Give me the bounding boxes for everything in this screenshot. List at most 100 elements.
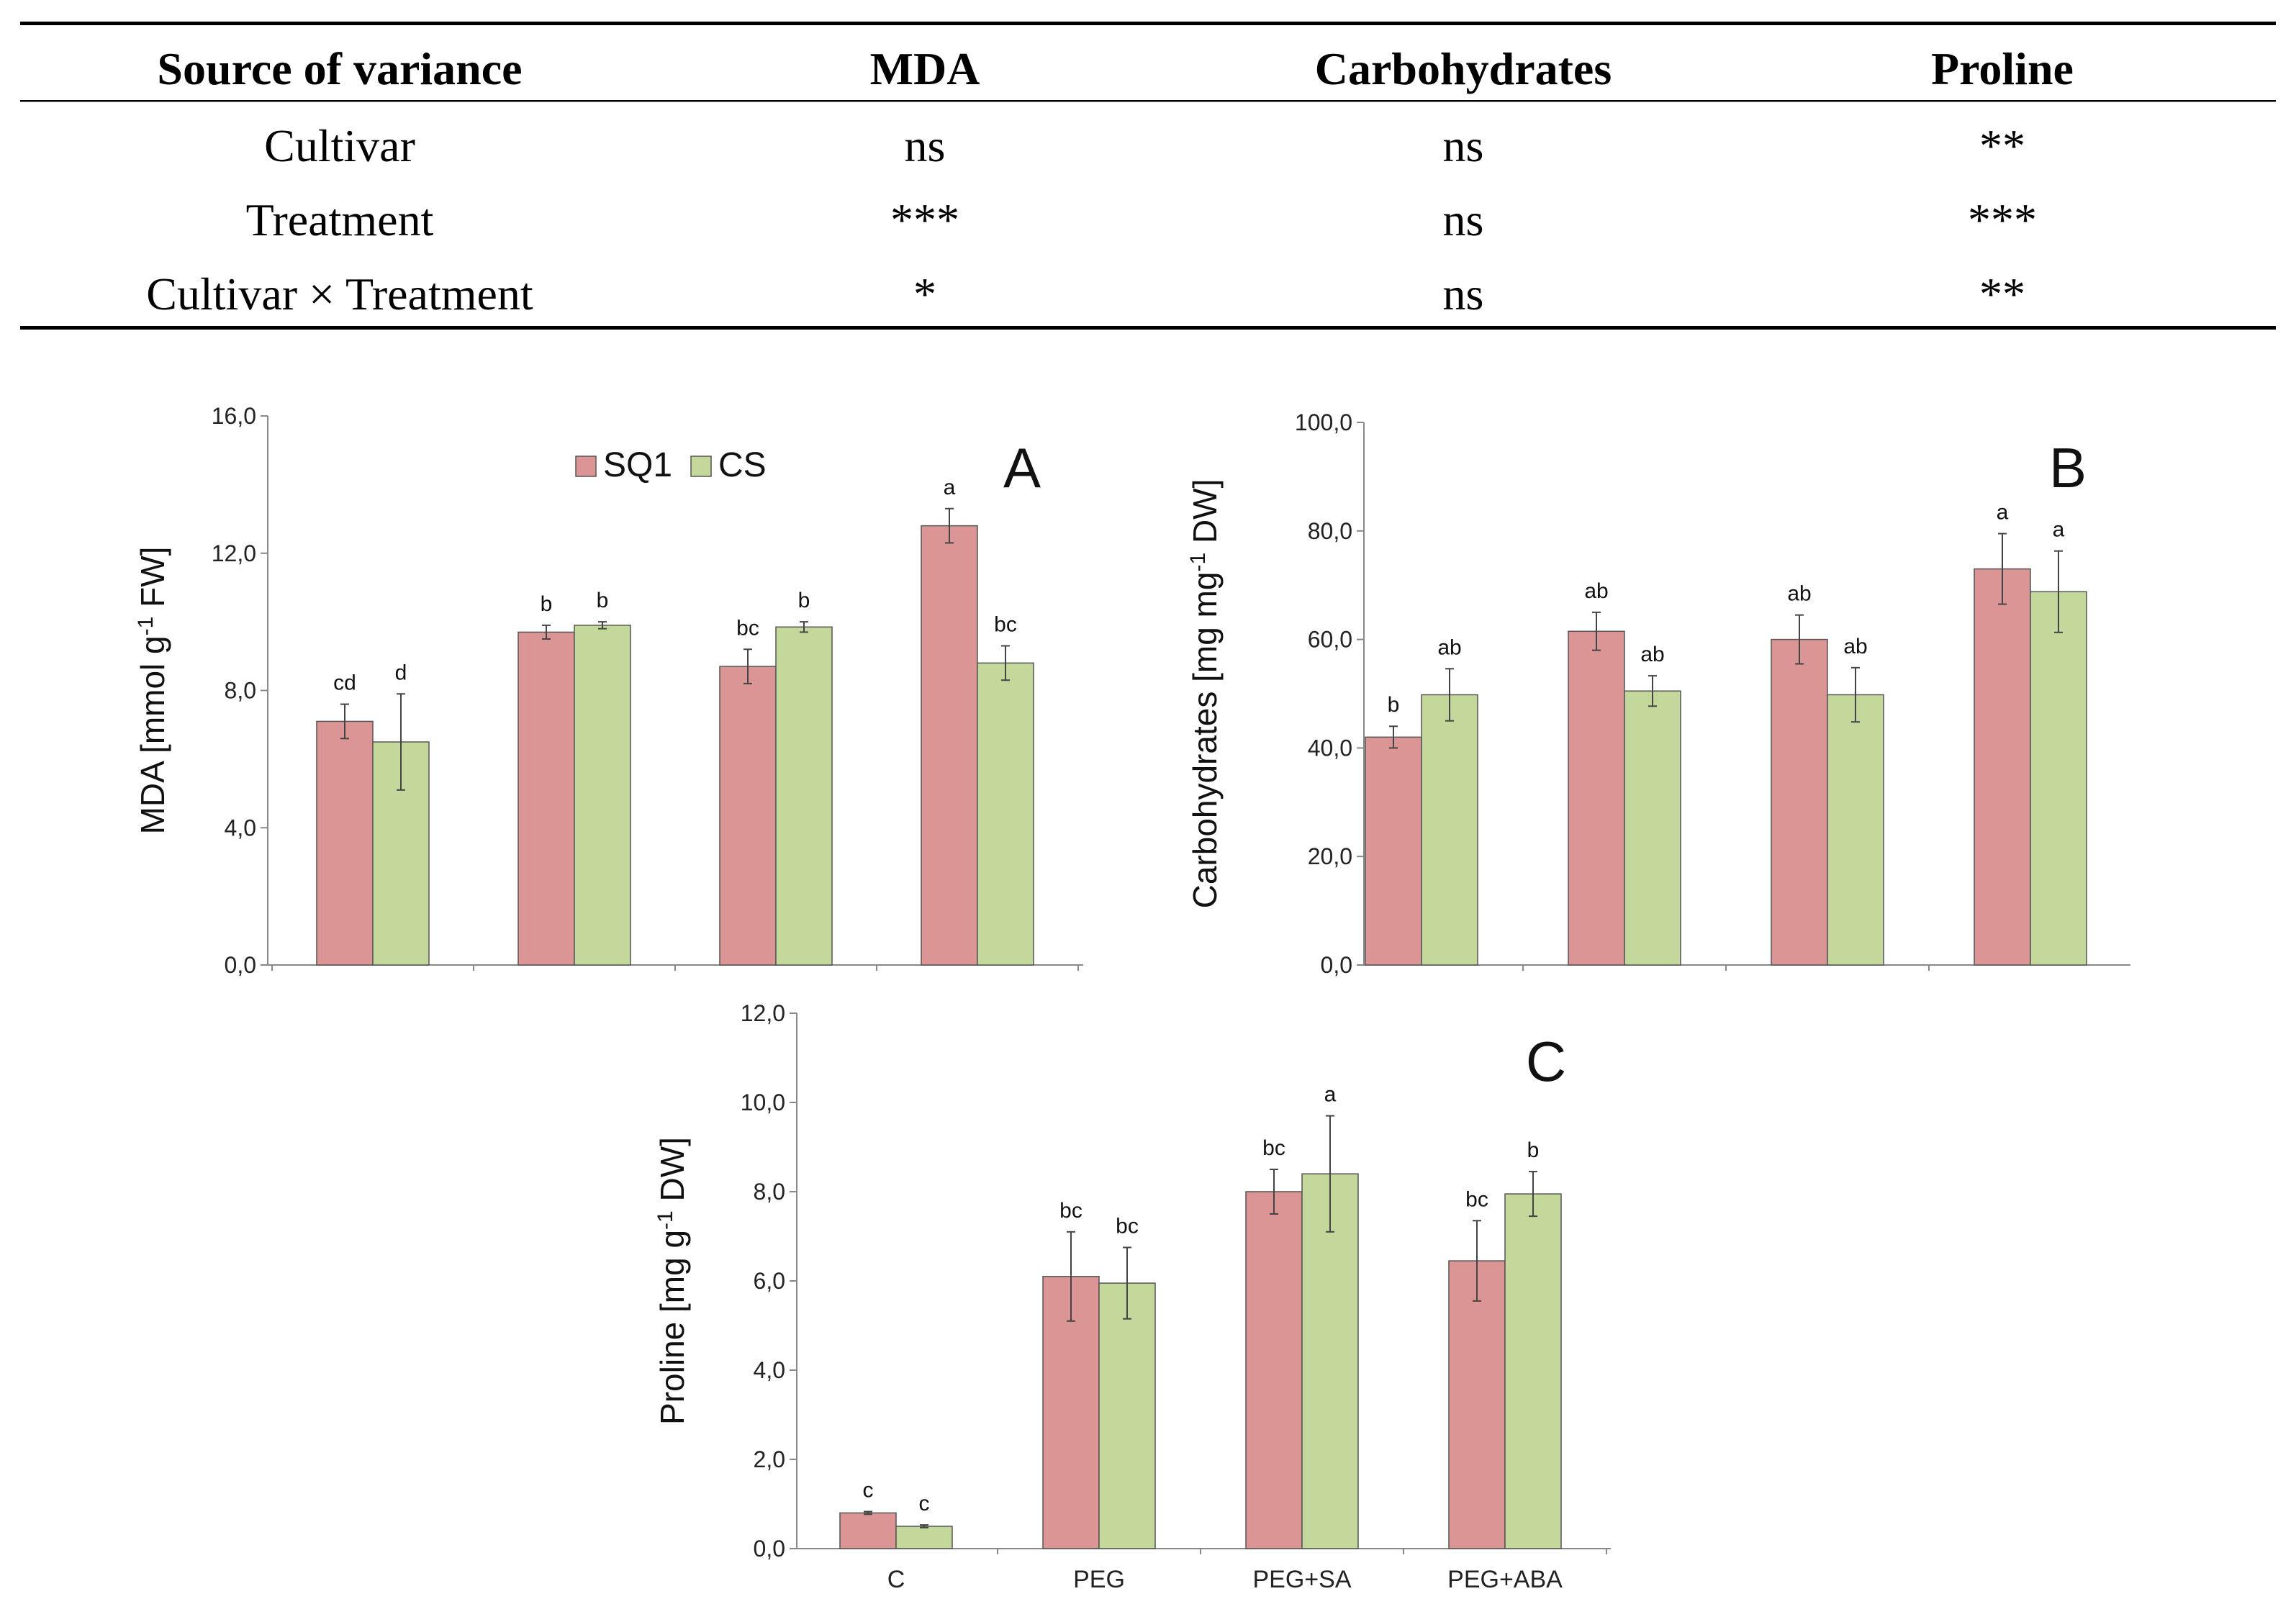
significance-letter: ab bbox=[1437, 635, 1461, 659]
y-tick-label: 4,0 bbox=[225, 815, 256, 841]
x-category-label: PEG+ABA bbox=[1447, 1566, 1563, 1593]
y-axis-title-unit: FW] bbox=[134, 547, 171, 617]
bar-sq1-c bbox=[839, 1512, 897, 1549]
bar-sq1-peg bbox=[517, 631, 575, 966]
significance-letter: a bbox=[944, 476, 956, 499]
y-tick-label: 100,0 bbox=[1295, 409, 1352, 435]
legend-swatch-sq1 bbox=[575, 456, 597, 477]
bar-sq1-c bbox=[1365, 736, 1422, 966]
bar-sq1-c bbox=[316, 720, 374, 966]
col-header-proline: Proline bbox=[1931, 43, 2074, 94]
row-source-treatment: Treatment bbox=[246, 194, 434, 245]
significance-letter: a bbox=[2053, 518, 2065, 542]
y-tick-label: 8,0 bbox=[225, 678, 256, 704]
panel-letter: A bbox=[1003, 436, 1041, 499]
bar-cs-c bbox=[895, 1526, 953, 1549]
y-tick-label: 12,0 bbox=[741, 1000, 785, 1026]
bar-cs-c bbox=[1421, 694, 1478, 966]
significance-letter: b bbox=[1527, 1138, 1540, 1162]
significance-letter: bc bbox=[1262, 1136, 1285, 1160]
significance-letter: b bbox=[798, 589, 810, 612]
significance-letter: cd bbox=[333, 671, 356, 695]
cell-treatment-mda: *** bbox=[890, 194, 959, 245]
anova-table-svg: Source of variance MDA Carbohydrates Pro… bbox=[20, 22, 2276, 330]
bar-cs-peg-aba bbox=[1504, 1193, 1562, 1549]
y-tick-label: 80,0 bbox=[1308, 518, 1352, 544]
y-tick-label: 40,0 bbox=[1308, 735, 1352, 761]
y-axis-title-main: Proline [mg g bbox=[654, 1230, 691, 1425]
cell-interaction-mda: * bbox=[913, 268, 936, 320]
legend-label-sq1: SQ1 bbox=[603, 446, 672, 484]
y-axis-title-unit: DW] bbox=[654, 1137, 691, 1210]
cell-cultivar-mda: ns bbox=[905, 120, 946, 171]
bar-sq1-peg-sa bbox=[1245, 1191, 1303, 1549]
y-tick-label: 6,0 bbox=[754, 1268, 785, 1294]
panel-letter: C bbox=[1526, 1030, 1566, 1093]
y-axis-title: Proline [mg g-1 DW] bbox=[654, 1137, 691, 1425]
y-axis-title-main: MDA [mmol g bbox=[134, 635, 171, 834]
significance-letter: ab bbox=[1640, 643, 1664, 666]
row-source-cultivar: Cultivar bbox=[264, 120, 415, 171]
significance-letter: bc bbox=[736, 616, 759, 640]
significance-letter: bc bbox=[1465, 1187, 1488, 1211]
significance-letter: b bbox=[541, 592, 553, 616]
significance-letter: bc bbox=[1116, 1215, 1139, 1238]
bar-cs-peg bbox=[1098, 1282, 1156, 1549]
bar-sq1-peg-sa bbox=[719, 666, 777, 966]
significance-letter: ab bbox=[1787, 582, 1811, 606]
y-axis-title: MDA [mmol g-1 FW] bbox=[134, 547, 171, 835]
legend-label-cs: CS bbox=[718, 446, 767, 484]
y-tick-label: 20,0 bbox=[1308, 843, 1352, 869]
bar-sq1-peg-aba bbox=[921, 525, 978, 966]
x-category-label: PEG bbox=[1073, 1566, 1125, 1593]
x-category-label: C bbox=[887, 1566, 905, 1593]
y-axis-title-main: Carbohydrates [mg mg bbox=[1186, 572, 1224, 909]
panel-letter: B bbox=[2049, 436, 2087, 499]
significance-letter: ab bbox=[1843, 635, 1867, 658]
cell-interaction-proline: ** bbox=[1979, 268, 2025, 320]
significance-letter: bc bbox=[994, 613, 1017, 637]
bar-sq1-peg-aba bbox=[1448, 1260, 1506, 1549]
significance-letter: b bbox=[597, 589, 609, 612]
y-tick-label: 60,0 bbox=[1308, 627, 1352, 653]
y-tick-label: 4,0 bbox=[754, 1357, 785, 1383]
col-header-mda: MDA bbox=[870, 43, 980, 94]
y-tick-label: 2,0 bbox=[754, 1446, 785, 1472]
y-axis-title-superscript: -1 bbox=[1186, 553, 1210, 572]
legend-swatch-cs bbox=[690, 456, 712, 477]
significance-letter: a bbox=[1997, 501, 2009, 525]
cell-treatment-proline: *** bbox=[1968, 194, 2037, 245]
bar-cs-peg bbox=[574, 625, 631, 966]
y-tick-label: 0,0 bbox=[225, 952, 256, 978]
bar-cs-peg-sa bbox=[775, 626, 833, 966]
cell-treatment-carbohydrates: ns bbox=[1443, 194, 1484, 245]
y-tick-label: 0,0 bbox=[1321, 952, 1352, 978]
y-axis-title-superscript: -1 bbox=[134, 617, 158, 636]
table-top-rule bbox=[20, 22, 2276, 25]
y-tick-label: 12,0 bbox=[212, 540, 256, 566]
cell-cultivar-proline: ** bbox=[1979, 120, 2025, 171]
cell-cultivar-carbohydrates: ns bbox=[1443, 120, 1484, 171]
bar-cs-peg-aba bbox=[2030, 591, 2087, 966]
y-tick-label: 8,0 bbox=[754, 1179, 785, 1205]
table-bottom-rule bbox=[20, 326, 2276, 330]
y-tick-label: 16,0 bbox=[212, 403, 256, 429]
bar-sq1-peg-aba bbox=[1974, 568, 2031, 966]
chart-panel-a: 0,0 4,0 8,0 12,0 16,0 cd d b b bc b a bc MDA [mmol g-… bbox=[134, 403, 1083, 978]
significance-letter: b bbox=[1388, 693, 1400, 717]
y-tick-label: 0,0 bbox=[754, 1536, 785, 1562]
bar-cs-peg bbox=[1624, 690, 1681, 966]
col-header-carbohydrates: Carbohydrates bbox=[1315, 43, 1612, 94]
chart-panel-c: 0,0 2,0 4,0 6,0 8,0 10,0 12,0 c c Cbc bc PEG bc a PEG+… bbox=[654, 1000, 1611, 1593]
significance-letter: c bbox=[863, 1479, 874, 1503]
table-header-rule bbox=[20, 100, 2276, 102]
y-axis-title: Carbohydrates [mg mg-1 DW] bbox=[1186, 479, 1224, 909]
bar-cs-peg-aba bbox=[977, 662, 1034, 966]
bar-cs-peg-sa bbox=[1301, 1173, 1359, 1549]
row-source-interaction: Cultivar × Treatment bbox=[146, 268, 533, 320]
significance-letter: d bbox=[395, 661, 407, 684]
bar-sq1-peg-sa bbox=[1771, 638, 1828, 966]
significance-letter: a bbox=[1324, 1083, 1337, 1107]
col-header-source: Source of variance bbox=[157, 43, 522, 94]
